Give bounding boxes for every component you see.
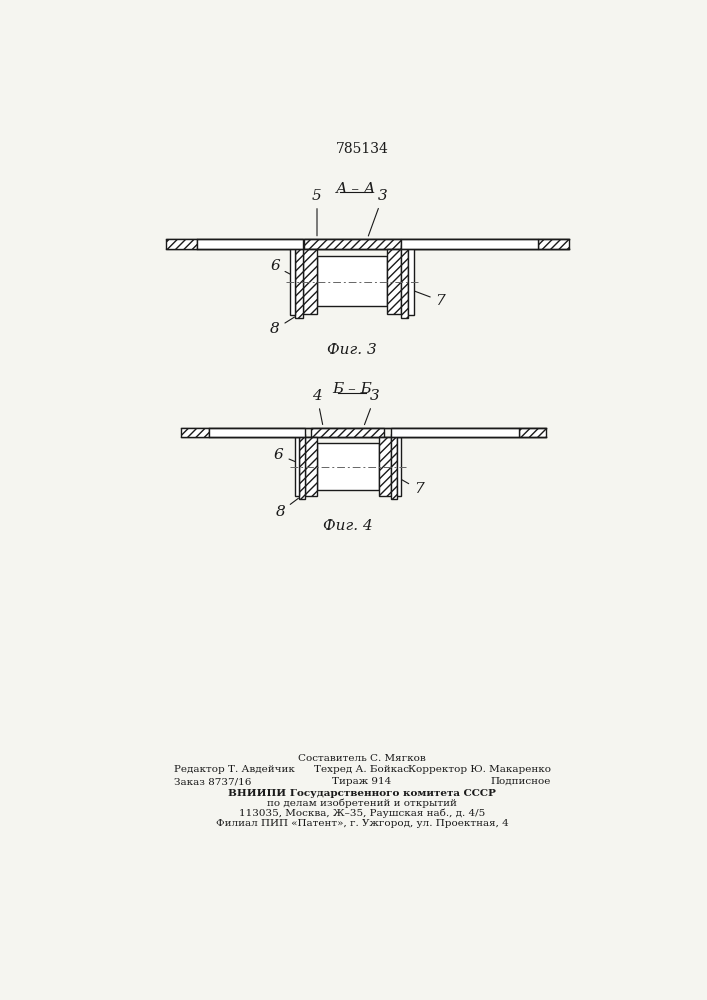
- Bar: [290, 248, 296, 315]
- Bar: [317, 256, 387, 306]
- Bar: [296, 245, 303, 318]
- Text: Подписное: Подписное: [491, 777, 551, 786]
- Text: Б – Б: Б – Б: [332, 382, 372, 396]
- Bar: [304, 239, 401, 249]
- Bar: [391, 434, 397, 499]
- Text: 6: 6: [274, 448, 304, 465]
- Bar: [166, 239, 197, 249]
- Bar: [409, 248, 414, 315]
- Bar: [391, 428, 518, 437]
- Bar: [295, 437, 299, 496]
- Bar: [538, 239, 569, 249]
- Text: 3: 3: [368, 189, 387, 236]
- Text: 8: 8: [270, 317, 295, 336]
- Text: Корректор Ю. Макаренко: Корректор Ю. Макаренко: [408, 766, 551, 774]
- Bar: [311, 428, 385, 437]
- Bar: [317, 443, 379, 490]
- Bar: [397, 437, 402, 496]
- Text: 3: 3: [365, 389, 380, 425]
- Bar: [518, 428, 546, 437]
- Text: 8: 8: [276, 498, 298, 519]
- Bar: [387, 249, 401, 314]
- Bar: [209, 428, 305, 437]
- Text: Заказ 8737/16: Заказ 8737/16: [174, 777, 251, 786]
- Text: Фиг. 3: Фиг. 3: [327, 343, 377, 357]
- Text: 6: 6: [270, 259, 302, 280]
- Text: 7: 7: [413, 290, 445, 308]
- Bar: [299, 434, 305, 499]
- Text: 4: 4: [312, 389, 322, 425]
- Text: 5: 5: [312, 189, 322, 236]
- Bar: [401, 245, 409, 318]
- Text: А – А: А – А: [336, 182, 376, 196]
- Text: 785134: 785134: [336, 142, 388, 156]
- Text: ВНИИПИ Государственного комитета СССР: ВНИИПИ Государственного комитета СССР: [228, 789, 496, 798]
- Bar: [182, 428, 209, 437]
- Bar: [401, 239, 538, 249]
- Bar: [379, 437, 391, 496]
- Bar: [305, 437, 317, 496]
- Text: Тираж 914: Тираж 914: [332, 777, 392, 786]
- Text: Редактор Т. Авдейчик: Редактор Т. Авдейчик: [174, 766, 295, 774]
- Bar: [197, 239, 303, 249]
- Text: 7: 7: [395, 476, 423, 496]
- Text: Филиал ПИП «Патент», г. Ужгород, ул. Проектная, 4: Филиал ПИП «Патент», г. Ужгород, ул. Про…: [216, 819, 508, 828]
- Text: Фиг. 4: Фиг. 4: [323, 519, 373, 533]
- Text: Составитель С. Мягков: Составитель С. Мягков: [298, 754, 426, 763]
- Text: Техред А. Бойкас: Техред А. Бойкас: [315, 766, 409, 774]
- Text: 113035, Москва, Ж–35, Раушская наб., д. 4/5: 113035, Москва, Ж–35, Раушская наб., д. …: [239, 808, 485, 818]
- Bar: [303, 249, 317, 314]
- Text: по делам изобретений и открытий: по делам изобретений и открытий: [267, 798, 457, 808]
